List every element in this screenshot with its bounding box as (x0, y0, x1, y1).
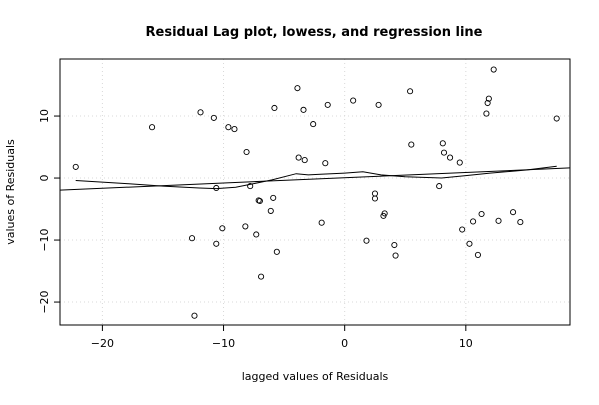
data-point (408, 141, 415, 148)
data-point (213, 184, 220, 192)
data-point (517, 219, 524, 226)
data-point (495, 217, 502, 224)
data-point (350, 97, 357, 104)
data-point (72, 163, 79, 170)
data-point (258, 273, 265, 280)
data-point (210, 114, 217, 121)
data-point (478, 210, 485, 218)
data-point (363, 237, 370, 244)
x-tick-label: −20 (91, 337, 114, 350)
y-tick-label: 10 (38, 109, 51, 123)
y-tick-label: 0 (38, 175, 51, 182)
data-point (301, 157, 308, 164)
data-point (324, 101, 331, 108)
data-point (219, 225, 226, 232)
data-point (375, 101, 382, 108)
ticks-layer: −20 −10 0 10 −20 −10 0 10 (38, 109, 473, 350)
data-point (294, 85, 301, 92)
y-tick-label: −10 (38, 228, 51, 251)
data-point (371, 190, 379, 197)
data-point (256, 197, 263, 205)
data-point (318, 219, 325, 226)
x-axis-label: lagged values of Residuals (242, 370, 389, 383)
data-point (213, 240, 220, 247)
data-point (295, 154, 302, 161)
data-point (188, 235, 196, 242)
data-point (197, 109, 204, 116)
data-point (470, 218, 477, 225)
points-layer (72, 66, 560, 319)
data-point (466, 240, 473, 247)
data-point (459, 226, 466, 233)
data-point (273, 248, 280, 255)
data-point (439, 140, 446, 147)
y-tick-label: −20 (38, 290, 51, 313)
chart-title: Residual Lag plot, lowess, and regressio… (146, 25, 483, 40)
data-point (447, 154, 454, 161)
data-point (371, 195, 379, 202)
data-point (484, 99, 491, 107)
data-point (270, 194, 277, 201)
data-point (474, 251, 481, 258)
data-point (267, 207, 274, 214)
data-point (440, 149, 448, 156)
data-point (242, 223, 249, 230)
data-point (553, 115, 560, 122)
data-point (485, 95, 492, 102)
data-point (243, 148, 250, 156)
regression-line (59, 167, 571, 191)
data-point (253, 231, 260, 238)
y-axis-label: values of Residuals (4, 139, 17, 245)
lines-layer (59, 165, 571, 191)
data-point (300, 106, 307, 113)
data-point (483, 110, 490, 117)
data-point (381, 210, 388, 217)
grid-layer (60, 59, 570, 325)
data-point (191, 312, 198, 319)
plot-frame (59, 58, 571, 326)
data-point (391, 241, 398, 249)
x-tick-label: −10 (212, 337, 235, 350)
data-point (456, 159, 463, 166)
data-point (225, 124, 232, 131)
lowess-curve (75, 165, 557, 190)
data-point (510, 209, 517, 216)
data-point (322, 160, 329, 167)
data-point (231, 126, 238, 133)
data-point (247, 183, 254, 190)
data-point (490, 66, 497, 73)
data-point (149, 124, 156, 131)
x-tick-label: 0 (341, 337, 348, 350)
data-point (392, 252, 399, 259)
data-point (310, 121, 317, 128)
data-point (407, 88, 414, 95)
data-point (271, 104, 278, 112)
x-tick-label: 10 (459, 337, 473, 350)
data-point (436, 183, 443, 190)
